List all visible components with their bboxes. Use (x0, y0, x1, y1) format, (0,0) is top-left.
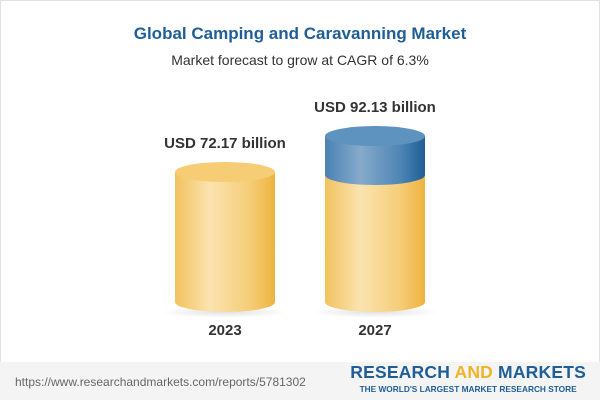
bar-2027-base-body (325, 175, 425, 312)
research-and-markets-logo: RESEARCH AND MARKETS THE WORLD'S LARGEST… (350, 362, 586, 394)
footer-bar (0, 362, 600, 400)
bar-2027-growth-top (325, 126, 425, 147)
bar-2023-body (175, 172, 275, 312)
chart-plot: USD 72.17 billion 2023 USD 92.13 billion 20… (161, 99, 439, 339)
bar-2023-top (175, 162, 275, 182)
chart-title: Global Camping and Caravanning Market (133, 24, 467, 43)
bar-2027-growth-body (325, 136, 425, 185)
data-label: USD 92.13 billion (314, 99, 436, 116)
chart-subtitle: Market forecast to grow at CAGR of 6.3% (171, 52, 429, 68)
logo-tagline: THE WORLD'S LARGEST MARKET RESEARCH STOR… (359, 384, 577, 394)
data-label: USD 72.17 billion (164, 135, 286, 152)
category-label: 2023 (208, 322, 241, 339)
source-url[interactable]: https://www.researchandmarkets.com/repor… (15, 375, 306, 389)
category-label: 2027 (358, 322, 391, 339)
